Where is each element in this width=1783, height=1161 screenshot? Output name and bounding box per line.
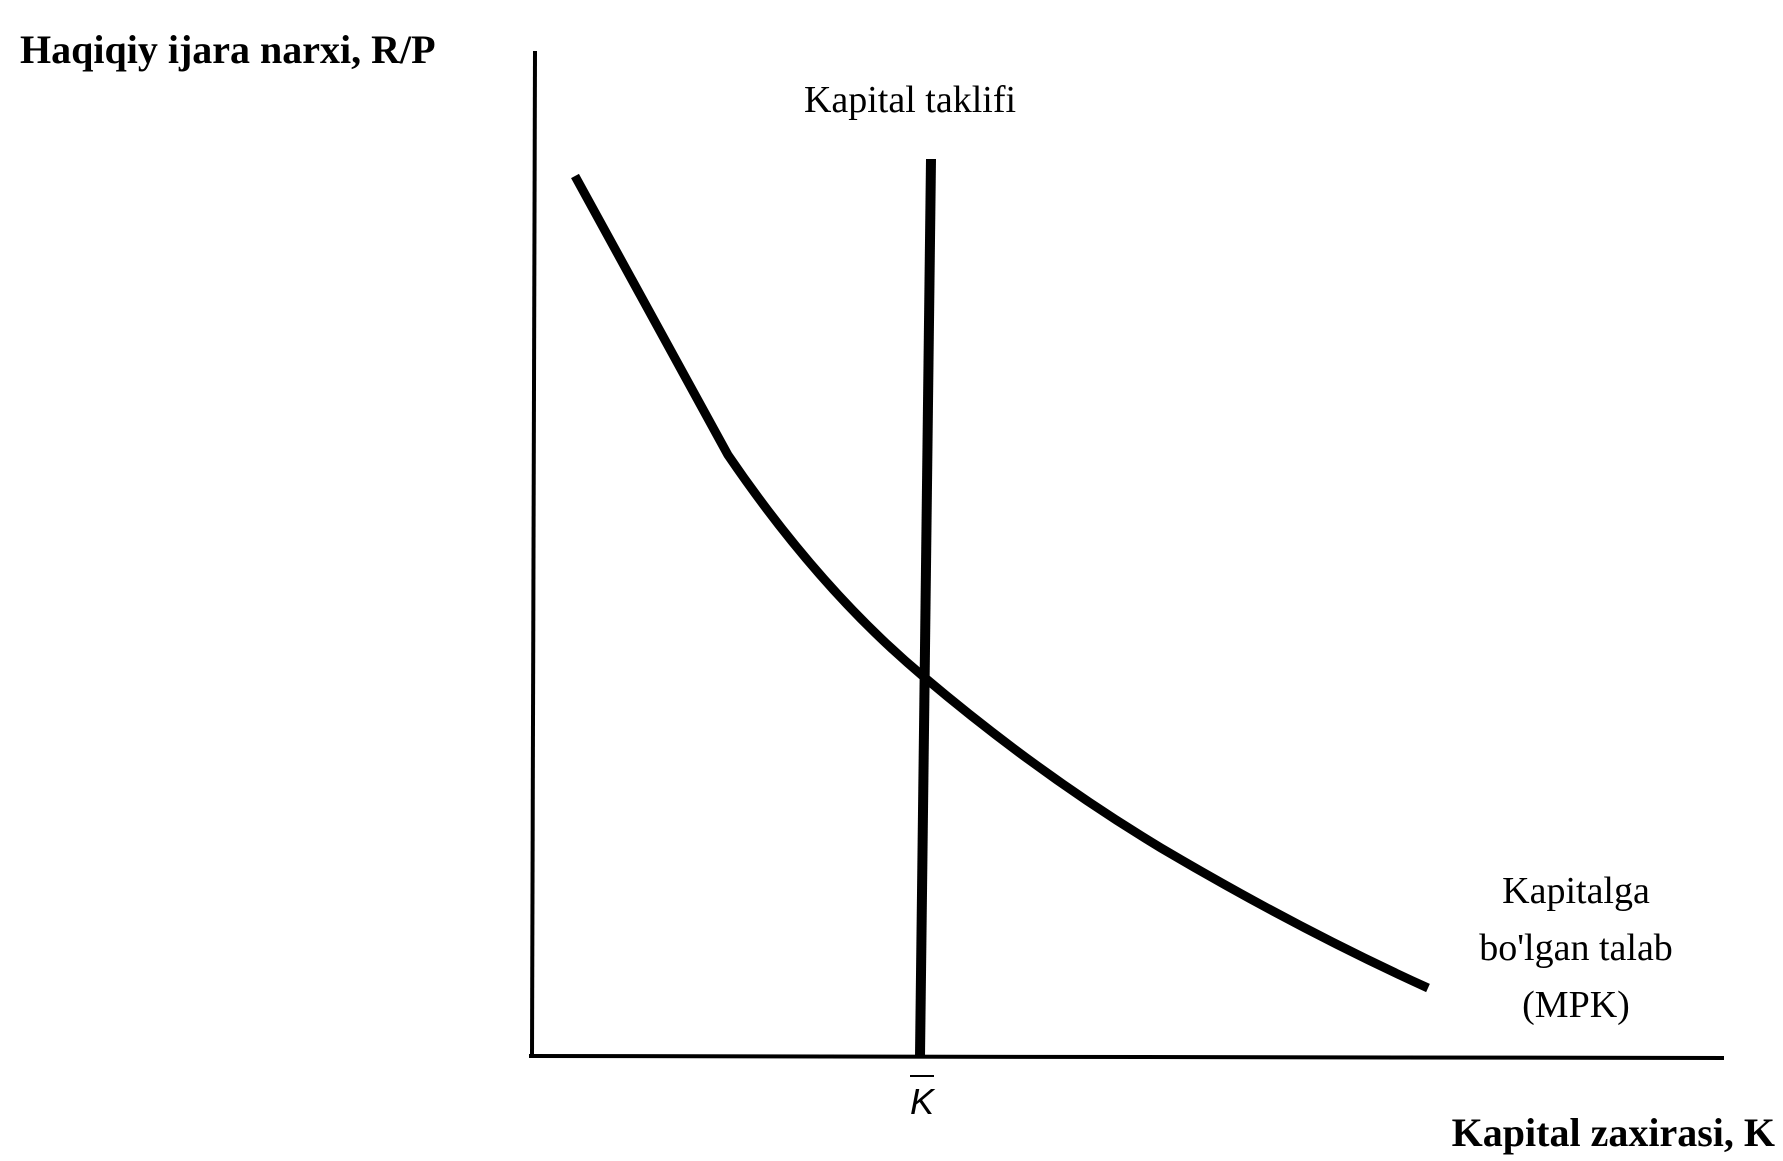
x-mark-label: K [910, 1081, 936, 1122]
demand-label: bo'lgan talab [1479, 927, 1673, 969]
y-axis-label: Haqiqiy ijara narxi, R/P [20, 27, 436, 72]
demand-curve [571, 173, 1430, 993]
x-axis-label: Kapital zaxirasi, K [1452, 1110, 1775, 1155]
supply-label: Kapital taklifi [804, 79, 1016, 121]
supply-line [915, 158, 936, 1057]
demand-label: (MPK) [1522, 984, 1630, 1026]
x-axis [528, 1054, 1725, 1060]
y-axis [530, 50, 537, 1057]
demand-label: Kapitalga [1502, 870, 1650, 912]
